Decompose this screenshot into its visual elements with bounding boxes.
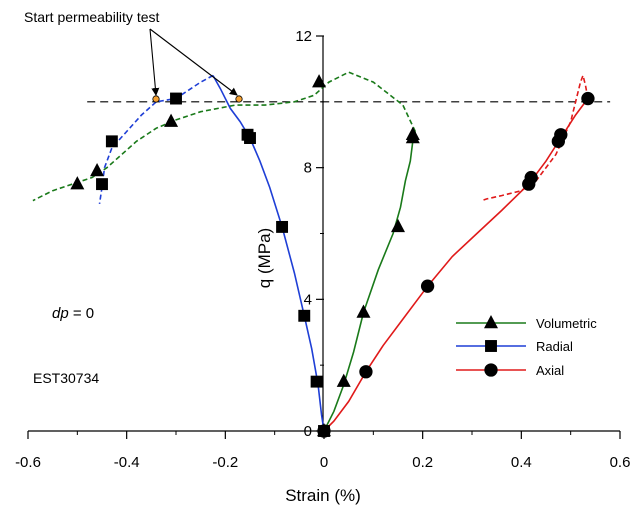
axial-marker — [420, 279, 435, 293]
callout-arrow-right — [149, 28, 238, 96]
y-tick-label: 8 — [304, 160, 312, 177]
x-axis-label: Strain (%) — [285, 486, 361, 505]
x-tick-label: 0 — [320, 454, 328, 471]
volumetric-marker — [90, 162, 105, 177]
axial-marker — [581, 91, 595, 106]
legend-label-axial: Axial — [536, 363, 564, 378]
radial-marker — [105, 135, 118, 148]
axial-unloading-curve — [481, 72, 589, 202]
y-tick-label: 12 — [295, 28, 312, 45]
legend-marker-volumetric — [484, 315, 498, 329]
radial-marker — [241, 128, 254, 141]
axial-marker — [317, 424, 331, 438]
sample-id-label: EST30734 — [33, 370, 99, 386]
legend-marker-radial — [485, 340, 497, 352]
radial-marker — [96, 178, 108, 191]
callout-text: Start permeability test — [24, 9, 159, 25]
legend-label-radial: Radial — [536, 339, 573, 354]
volumetric-marker — [356, 304, 371, 318]
series-markers — [70, 74, 595, 438]
legend-marker-axial — [484, 363, 498, 377]
radial-unloading-curve — [98, 74, 214, 205]
x-tick-label: 0.6 — [610, 454, 631, 471]
permeability-callout: Start permeability test — [24, 9, 243, 103]
legend-label-volumetric: Volumetric — [536, 316, 597, 331]
y-tick-label: 0 — [304, 423, 312, 440]
axial-marker — [554, 128, 568, 142]
axial-marker — [359, 365, 373, 379]
volumetric-unloading-curve — [32, 71, 417, 202]
legend: Volumetric Radial Axial — [456, 315, 597, 378]
test-point-right — [235, 95, 243, 103]
test-point-left — [152, 95, 160, 103]
x-tick-label: -0.2 — [212, 454, 238, 471]
x-tick-label: -0.6 — [15, 454, 41, 471]
axial-loading-curve — [323, 98, 589, 432]
condition-label: dp = 0 — [52, 305, 94, 322]
volumetric-marker — [391, 218, 405, 233]
radial-marker — [170, 92, 182, 105]
volumetric-loading-curve — [323, 131, 417, 432]
volumetric-marker — [336, 373, 351, 387]
volumetric-marker — [312, 74, 327, 88]
radial-marker — [276, 220, 289, 233]
radial-marker — [298, 309, 311, 322]
x-ticks: -0.6 -0.4 -0.2 0 0.2 0.4 0.6 — [15, 431, 630, 471]
x-tick-label: 0.4 — [511, 454, 532, 471]
volumetric-marker — [164, 113, 179, 127]
volumetric-marker — [405, 130, 420, 144]
y-tick-label: 4 — [304, 291, 312, 308]
volumetric-marker — [70, 176, 85, 190]
x-tick-label: -0.4 — [114, 454, 140, 471]
y-axis-label: q (MPa) — [255, 228, 274, 288]
radial-marker — [310, 375, 323, 388]
axial-marker — [524, 170, 538, 185]
y-ticks: 0 4 8 12 — [295, 28, 324, 440]
series-curves — [32, 71, 589, 432]
callout-arrow-left — [149, 28, 160, 96]
x-tick-label: 0.2 — [412, 454, 433, 471]
